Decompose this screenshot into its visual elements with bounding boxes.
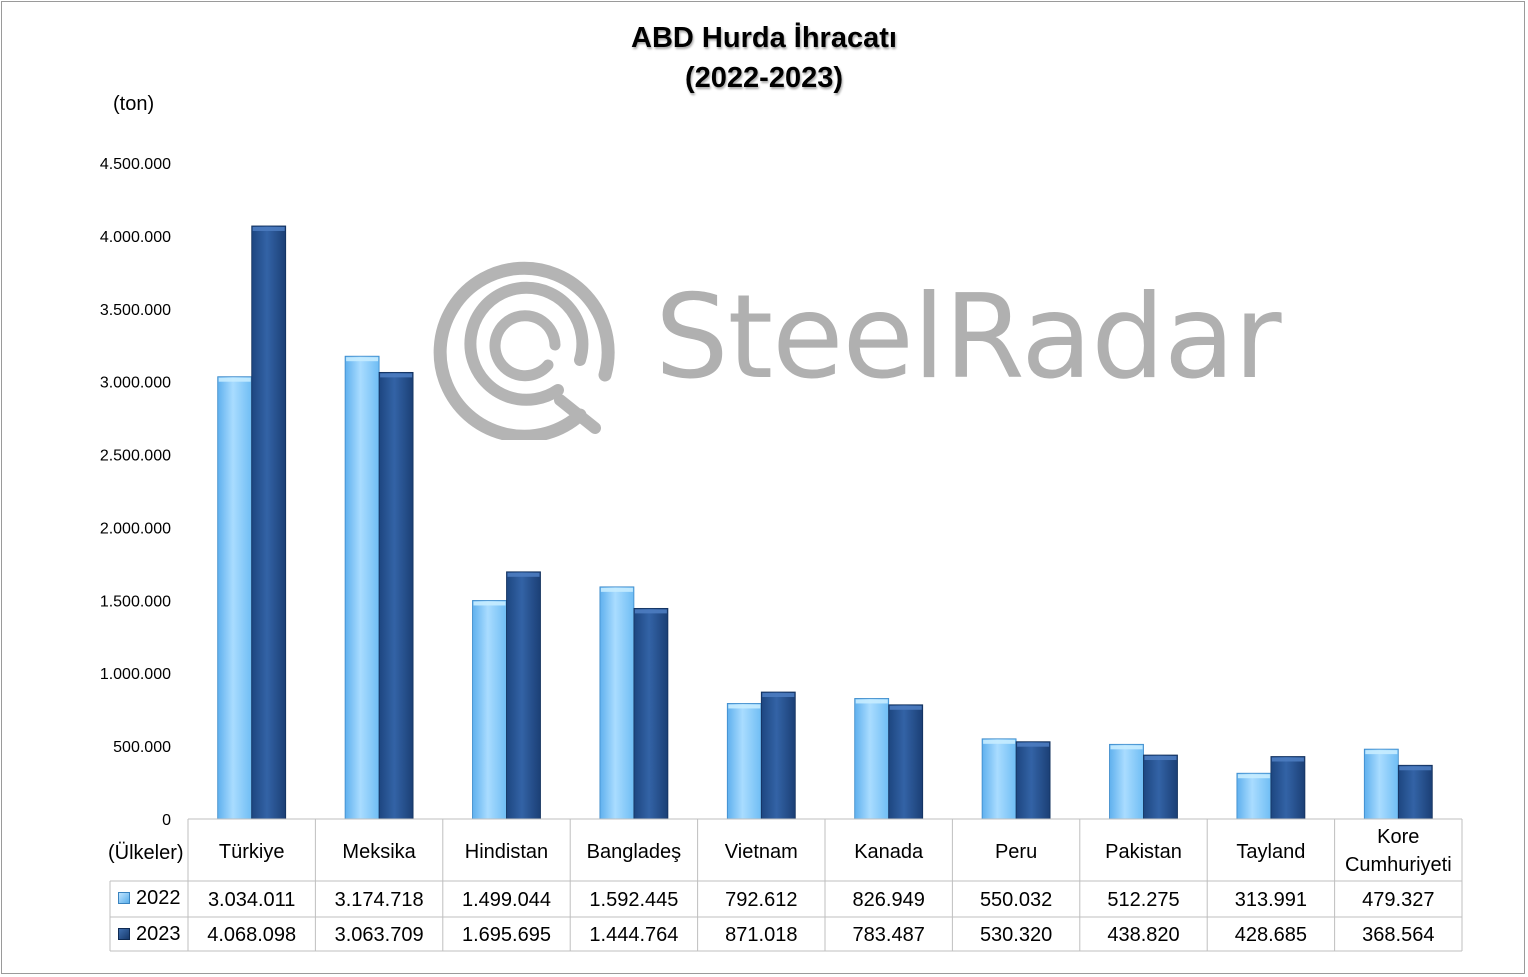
bar-2022-5 [854,698,890,820]
bar-top-highlight [728,704,761,709]
bar-top-highlight [1365,750,1398,755]
bar-2023-2 [506,571,541,820]
category-label: Bangladeş [587,841,682,863]
bar-2023-0 [251,225,287,820]
watermark-text: SteelRadar [655,270,1282,405]
bar-2023-6 [1015,741,1051,820]
bar-top-highlight [634,609,667,614]
bar-2022-4 [726,703,762,820]
y-tick-label: 0 [162,812,171,829]
legend-2023: 2023 [118,922,181,946]
value-label-2023: 368.564 [1362,924,1434,946]
value-label-2022: 1.499.044 [462,889,551,911]
legend-swatch-2023 [118,928,130,940]
bar-top-highlight [600,587,633,592]
legend-swatch-2022 [118,892,130,904]
radar-logo-icon [433,261,615,443]
bar-top-highlight [1017,742,1050,747]
y-tick-label: 500.000 [113,739,171,756]
value-label-2022: 479.327 [1362,889,1434,911]
bar-2022-7 [1109,743,1144,820]
bar-top-highlight [1110,745,1143,750]
category-label: Türkiye [219,841,285,863]
bar-2022-8 [1236,772,1272,820]
x-axis-title: (Ülkeler) [108,842,184,864]
bar-2022-6 [981,738,1017,820]
category-label: Tayland [1236,841,1305,863]
value-label-2022: 1.592.445 [589,889,678,911]
value-label-2022: 3.174.718 [335,889,424,911]
bar-top-highlight [507,572,540,577]
legend-label-2023: 2023 [136,922,181,945]
value-label-2022: 550.032 [980,889,1052,911]
y-tick-label: 2.500.000 [100,448,171,465]
bar-top-highlight [346,357,379,362]
value-label-2022: 313.991 [1235,889,1307,911]
value-label-2022: 792.612 [725,889,797,911]
bar-2023-4 [760,691,796,820]
bar-2023-9 [1397,764,1433,820]
value-label-2023: 3.063.709 [335,924,424,946]
chart-subtitle: (2022-2023) [685,62,843,94]
steelradar-logo-watermark [430,250,1170,443]
bar-2022-9 [1363,748,1399,820]
category-label: Pakistan [1105,841,1182,863]
value-label-2022: 826.949 [853,889,925,911]
value-label-2023: 530.320 [980,924,1052,946]
bar-top-highlight [218,377,251,382]
bar-top-highlight [380,373,413,378]
category-label: Peru [995,841,1037,863]
bar-2023-8 [1270,756,1306,820]
y-tick-label: 3.500.000 [100,302,171,319]
bar-top-highlight [762,693,795,698]
value-label-2023: 783.487 [853,924,925,946]
legend-label-2022: 2022 [136,886,181,909]
value-label-2023: 1.695.695 [462,924,551,946]
bar-2023-5 [888,704,924,820]
bar-2023-3 [633,607,669,820]
y-tick-label: 2.000.000 [100,520,171,537]
legend-2022: 2022 [118,886,181,910]
bar-top-highlight [1399,766,1432,771]
value-label-2023: 4.068.098 [207,924,296,946]
bar-top-highlight [983,739,1016,744]
bar-2022-0 [217,376,253,820]
y-tick-label: 1.500.000 [100,593,171,610]
bar-top-highlight [1237,774,1270,779]
value-label-2023: 428.685 [1235,924,1307,946]
bar-top-highlight [473,601,506,606]
y-axis-unit-label: (ton) [113,93,155,115]
category-label: Hindistan [465,841,548,863]
bar-2023-7 [1143,754,1178,820]
category-label: Cumhuriyeti [1345,854,1452,876]
value-label-2022: 3.034.011 [208,889,296,911]
chart-title: ABD Hurda İhracatı [631,22,897,54]
y-tick-label: 4.000.000 [100,229,171,246]
category-label: Kore [1377,826,1419,848]
category-label: Kanada [854,841,924,863]
value-label-2023: 438.820 [1107,924,1179,946]
bar-top-highlight [889,705,922,710]
category-label: Vietnam [725,841,798,863]
bar-top-highlight [252,226,285,231]
bar-2022-3 [599,586,635,820]
y-tick-label: 1.000.000 [100,666,171,683]
value-label-2022: 512.275 [1107,889,1179,911]
y-tick-label: 4.500.000 [100,156,171,173]
value-label-2023: 871.018 [725,924,797,946]
bar-top-highlight [1144,756,1177,761]
bar-2022-2 [472,600,507,820]
category-label: Meksika [342,841,416,863]
bar-top-highlight [855,699,888,704]
value-label-2023: 1.444.764 [589,924,678,946]
bar-2022-1 [344,355,380,820]
bar-2023-1 [378,371,414,820]
bar-top-highlight [1271,757,1304,762]
y-tick-label: 3.000.000 [100,375,171,392]
